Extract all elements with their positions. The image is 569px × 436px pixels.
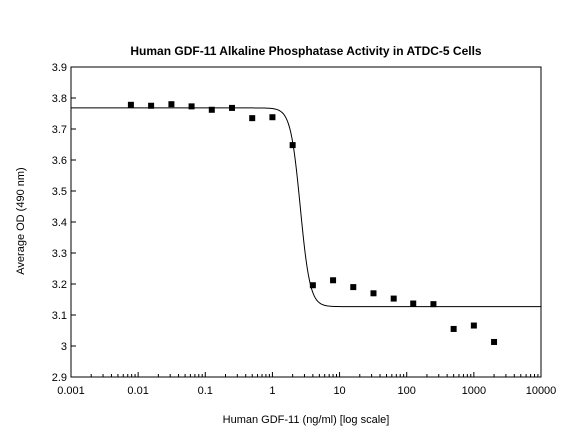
data-point — [289, 142, 296, 149]
data-point — [390, 295, 397, 302]
x-tick-label: 100 — [398, 385, 416, 397]
y-tick-label: 3.5 — [52, 186, 67, 198]
data-point — [127, 101, 134, 108]
plot-frame — [70, 66, 542, 378]
y-tick-label: 3.2 — [52, 279, 67, 291]
data-markers — [127, 101, 498, 345]
y-axis-ticks: 2.9 3 3.1 3.2 3.3 3.4 3.5 3.6 3.7 3.8 3.9 — [52, 62, 76, 384]
x-tick-label: 0.01 — [127, 385, 148, 397]
y-tick-label: 3.6 — [52, 155, 67, 167]
y-tick-label: 3.8 — [52, 93, 67, 105]
x-tick-label: 1000 — [462, 385, 486, 397]
y-tick-label: 3.3 — [52, 248, 67, 260]
y-tick-label: 3.7 — [52, 124, 67, 136]
x-axis-label: Human GDF-11 (ng/ml) [log scale] — [223, 414, 390, 426]
x-tick-label: 10000 — [526, 385, 557, 397]
y-tick-label: 3.1 — [52, 310, 67, 322]
x-tick-label: 1 — [269, 385, 275, 397]
x-axis-ticks: 0.001 0.01 0.1 1 10 100 1000 10000 — [57, 372, 556, 397]
data-point — [148, 102, 155, 109]
data-point — [208, 106, 215, 113]
y-tick-label: 2.9 — [52, 372, 67, 384]
data-point — [410, 300, 417, 307]
data-point — [470, 322, 477, 329]
x-tick-label: 0.001 — [57, 385, 85, 397]
data-point — [430, 301, 437, 308]
data-point — [370, 290, 377, 297]
x-tick-label: 10 — [333, 385, 345, 397]
chart-title: Human GDF-11 Alkaline Phosphatase Activi… — [130, 44, 482, 58]
y-tick-label: 3.9 — [52, 62, 67, 74]
data-point — [269, 114, 276, 121]
data-point — [450, 325, 457, 332]
data-point — [309, 282, 316, 289]
data-point — [491, 338, 498, 345]
data-point — [229, 104, 236, 111]
data-point — [168, 101, 175, 108]
data-point — [350, 284, 357, 291]
y-tick-label: 3.4 — [52, 217, 67, 229]
x-tick-label: 0.1 — [198, 385, 213, 397]
data-point — [249, 115, 256, 122]
plot-area: 0.001 0.01 0.1 1 10 100 1000 10000 2.9 3 3.1 3.2 3.… — [52, 62, 557, 397]
y-axis-label: Average OD (490 nm) — [15, 167, 27, 274]
fit-curve — [71, 107, 541, 308]
data-point — [188, 103, 195, 110]
data-point — [330, 277, 337, 284]
y-tick-label: 3 — [61, 341, 67, 353]
